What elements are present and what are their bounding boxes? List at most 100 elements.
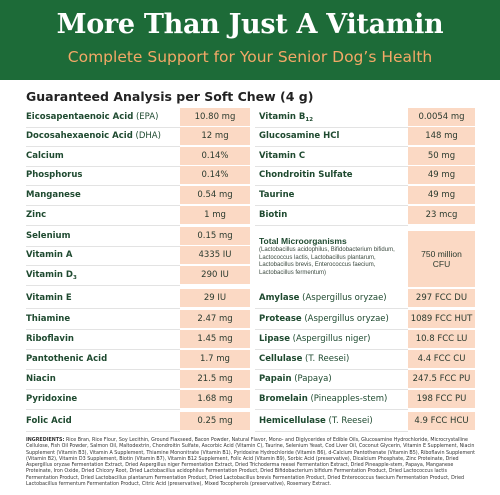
row-divider bbox=[26, 308, 180, 309]
nutrient-value: 4335 IU bbox=[180, 246, 250, 264]
nutrient-label: Amylase bbox=[259, 293, 300, 303]
nutrient-label: Bromelain bbox=[259, 394, 308, 404]
nutrient-label: Vitamin C bbox=[259, 151, 306, 161]
nutrient-name: Docosahexaenoic Acid (DHA) bbox=[26, 127, 161, 145]
nutrient-value: 10.8 FCC LU bbox=[408, 330, 475, 348]
nutrient-label: Selenium bbox=[26, 231, 71, 241]
nutrient-value: 21.5 mg bbox=[180, 370, 250, 388]
nutrient-label: Taurine bbox=[259, 190, 295, 200]
nutrient-name: Thiamine bbox=[26, 310, 70, 328]
row-divider bbox=[255, 205, 408, 206]
nutrient-label: Niacin bbox=[26, 374, 56, 384]
nutrient-label: Vitamin E bbox=[26, 293, 72, 303]
row-divider bbox=[26, 329, 180, 330]
nutrient-row: Pantothenic Acid 1.7 mg bbox=[26, 350, 250, 368]
nutrient-label: Lipase bbox=[259, 334, 290, 344]
nutrient-name: Eicosapentaenoic Acid (EPA) bbox=[26, 108, 158, 126]
nutrient-label: Chondroitin Sulfate bbox=[259, 170, 353, 180]
nutrient-value: 1.68 mg bbox=[180, 390, 250, 408]
nutrient-name: Phosphorus bbox=[26, 166, 82, 184]
row-divider bbox=[26, 409, 180, 410]
nutrient-name: Riboflavin bbox=[26, 330, 74, 348]
row-divider bbox=[255, 146, 408, 147]
nutrient-label: Calcium bbox=[26, 151, 64, 161]
nutrient-label: Docosahexaenoic Acid bbox=[26, 131, 133, 141]
nutrient-row: Thiamine 2.47 mg bbox=[26, 310, 250, 328]
nutrient-name: Vitamin A bbox=[26, 246, 73, 264]
nutrient-label: Thiamine bbox=[26, 314, 71, 324]
row-value: 750 million CFU bbox=[408, 231, 475, 287]
nutrient-name: Lipase (Aspergillus niger) bbox=[259, 330, 370, 348]
nutrient-value: 0.14% bbox=[180, 147, 250, 165]
nutrient-label: Pantothenic Acid bbox=[26, 354, 108, 364]
total-microorganisms-row: Total Microorganisms (Lactobacillus acid… bbox=[255, 231, 475, 287]
row-divider bbox=[255, 349, 408, 350]
nutrient-qualifier: (Pineapples-stem) bbox=[307, 394, 388, 404]
nutrient-name: Folic Acid bbox=[26, 412, 72, 430]
nutrient-name: Amylase (Aspergillus oryzae) bbox=[259, 289, 387, 307]
nutrient-label: Biotin bbox=[259, 210, 288, 220]
nutrient-subscript: 3 bbox=[72, 275, 77, 281]
nutrient-label: Pyridoxine bbox=[26, 394, 78, 404]
nutrient-row: Biotin 23 mcg bbox=[255, 206, 475, 224]
nutrient-name: Calcium bbox=[26, 147, 64, 165]
nutrient-row: Manganese 0.54 mg bbox=[26, 186, 250, 204]
nutrient-value: 0.0054 mg bbox=[408, 108, 475, 126]
nutrient-value: 12 mg bbox=[180, 127, 250, 145]
ingredients-list: Rice Bran, Rice Flour, Soy Lecithin, Gro… bbox=[26, 438, 476, 488]
nutrient-qualifier: (DHA) bbox=[132, 131, 161, 141]
ingredients-label: INGREDIENTS: bbox=[26, 438, 65, 443]
nutrient-qualifier: (EPA) bbox=[133, 112, 159, 122]
nutrient-row: Riboflavin 1.45 mg bbox=[26, 330, 250, 348]
banner-title: More Than Just A Vitamin bbox=[56, 9, 444, 40]
section-title: Guaranteed Analysis per Soft Chew (4 g) bbox=[26, 89, 314, 104]
nutrient-label: Riboflavin bbox=[26, 334, 74, 344]
nutrient-value: 49 mg bbox=[408, 166, 475, 184]
nutrient-name: Bromelain (Pineapples-stem) bbox=[259, 390, 387, 408]
header-banner: More Than Just A Vitamin Complete Suppor… bbox=[0, 0, 500, 80]
nutrient-row: Vitamin A 4335 IU bbox=[26, 246, 250, 264]
row-divider bbox=[26, 285, 180, 286]
nutrient-value: 198 FCC PU bbox=[408, 390, 475, 408]
nutrient-row: Niacin 21.5 mg bbox=[26, 370, 250, 388]
nutrient-label: Cellulase bbox=[259, 354, 303, 364]
nutrient-label: Hemicellulase bbox=[259, 416, 326, 426]
nutrient-qualifier: (Papaya) bbox=[291, 374, 332, 384]
nutrient-row: Selenium 0.15 mg bbox=[26, 227, 250, 245]
nutrient-value: 10.80 mg bbox=[180, 108, 250, 126]
nutrient-value: 50 mg bbox=[408, 147, 475, 165]
nutrient-row: Folic Acid 0.25 mg bbox=[26, 412, 250, 430]
row-divider bbox=[255, 369, 408, 370]
nutrient-value: 4.9 FCC HCU bbox=[408, 412, 475, 430]
row-divider bbox=[26, 185, 180, 186]
nutrient-value: 49 mg bbox=[408, 186, 475, 204]
nutrient-row: Lipase (Aspergillus niger) 10.8 FCC LU bbox=[255, 330, 475, 348]
row-divider bbox=[255, 329, 408, 330]
nutrient-label: Glucosamine HCl bbox=[259, 131, 340, 141]
row-divider bbox=[26, 146, 180, 147]
nutrient-subscript: 12 bbox=[305, 117, 314, 123]
nutrient-label: Vitamin D bbox=[26, 270, 73, 280]
nutrient-name: Hemicellulase (T. Reesei) bbox=[259, 412, 373, 430]
nutrient-name: Zinc bbox=[26, 206, 46, 224]
nutrient-name: Cellulase (T. Reesei) bbox=[259, 350, 349, 368]
nutrient-qualifier: (T. Reesei) bbox=[325, 416, 373, 426]
nutrient-qualifier: (T. Reesei) bbox=[302, 354, 350, 364]
row-divider bbox=[26, 246, 180, 247]
nutrient-qualifier: (Aspergillus oryzae) bbox=[301, 314, 389, 324]
ingredients-text: INGREDIENTS: Rice Bran, Rice Flour, Soy … bbox=[26, 438, 476, 488]
nutrient-label: Papain bbox=[259, 374, 292, 384]
nutrient-value: 0.25 mg bbox=[180, 412, 250, 430]
nutrient-name: Chondroitin Sulfate bbox=[259, 166, 353, 184]
nutrient-name: Vitamin E bbox=[26, 289, 72, 307]
nutrient-value: 0.54 mg bbox=[180, 186, 250, 204]
row-divider bbox=[26, 225, 180, 226]
nutrient-name: Pantothenic Acid bbox=[26, 350, 107, 368]
nutrient-name: Niacin bbox=[26, 370, 56, 388]
row-description: (Lactobacillus acidophilus, Bifidobacter… bbox=[259, 247, 395, 276]
nutrient-value: 4.4 FCC CU bbox=[408, 350, 475, 368]
nutrient-value: 297 FCC DU bbox=[408, 289, 475, 307]
nutrient-row: Vitamin B12 0.0054 mg bbox=[255, 108, 475, 126]
row-divider bbox=[26, 205, 180, 206]
nutrient-row: Vitamin C 50 mg bbox=[255, 147, 475, 165]
